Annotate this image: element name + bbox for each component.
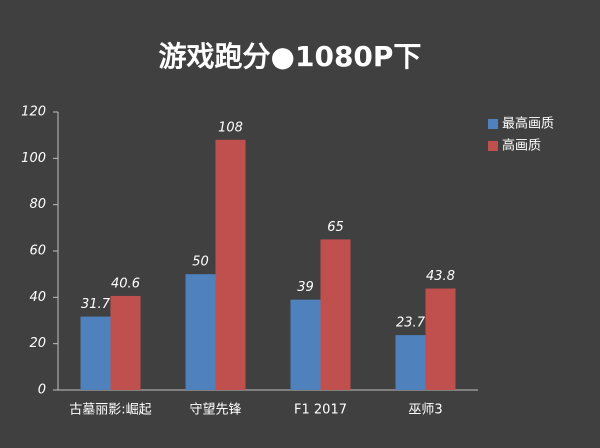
x-tick-label: F1 2017 [294,403,347,418]
y-tick-label: 0 [38,383,46,398]
value-label: 40.6 [111,276,140,291]
y-tick-label: 20 [29,336,46,351]
legend-label: 高画质 [502,138,541,154]
bar [290,299,321,390]
x-tick-label: 巫师3 [408,403,442,418]
chart-title: 游戏跑分●1080P下 [159,40,422,73]
value-label: 108 [218,120,243,135]
y-tick-label: 40 [29,290,46,305]
value-label: 65 [327,220,344,235]
y-tick-label: 80 [29,197,46,212]
value-label: 23.7 [396,316,426,331]
value-label: 31.7 [81,297,111,312]
y-tick-label: 120 [21,105,46,120]
value-label: 43.8 [426,269,455,284]
bar [425,288,456,390]
bar [320,239,351,390]
legend-swatch [488,141,498,151]
x-tick-label: 古墓丽影:崛起 [69,403,151,418]
value-label: 39 [297,280,314,295]
bar [80,316,111,390]
bar [185,274,216,390]
y-tick-label: 100 [21,151,46,166]
bar [395,335,426,390]
bar [215,139,246,390]
x-tick-label: 守望先锋 [189,402,241,418]
bar [110,295,141,390]
value-label: 50 [192,255,209,270]
y-tick-label: 60 [29,244,46,259]
legend-swatch [488,119,498,129]
legend-label: 最高画质 [502,116,554,132]
